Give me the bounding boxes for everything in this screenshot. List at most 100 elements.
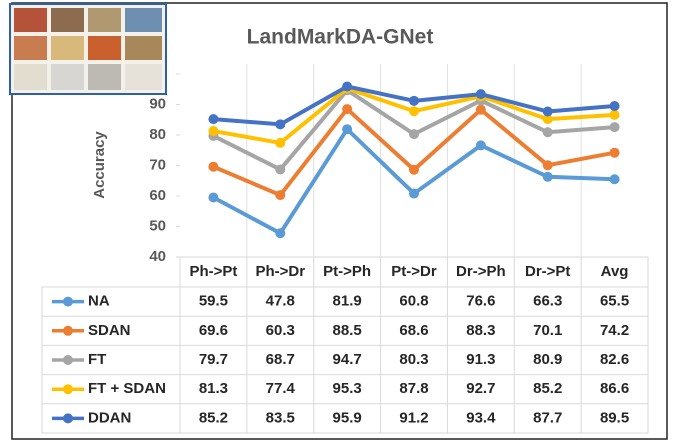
point (275, 138, 285, 148)
table-cell: 80.9 (533, 351, 562, 368)
table-cell: 88.5 (333, 322, 362, 339)
table-cell: 79.7 (199, 351, 228, 368)
thumb (51, 64, 84, 90)
thumb (125, 64, 162, 90)
thumb (88, 64, 121, 90)
legend-label: FT + SDAN (88, 380, 166, 397)
table-cell: 70.1 (533, 322, 562, 339)
point (543, 127, 553, 137)
table-cell: 65.5 (600, 293, 629, 310)
table-cell: 95.3 (333, 380, 362, 397)
legend-marker (63, 326, 73, 336)
table-cell: 59.5 (199, 293, 228, 310)
x-tick-label: Pt->Ph (323, 263, 371, 280)
legend-marker (63, 413, 73, 423)
legend-label: NA (88, 293, 110, 310)
table-cell: 80.3 (399, 351, 428, 368)
table-cell: 85.2 (533, 380, 562, 397)
y-tick-label: 70 (149, 156, 166, 173)
point (543, 107, 553, 117)
table-cell: 93.4 (466, 409, 496, 426)
point (208, 114, 218, 124)
table-cell: 81.3 (199, 380, 228, 397)
legend-label: SDAN (88, 322, 131, 339)
table-cell: 94.7 (333, 351, 362, 368)
table-cell: 89.5 (600, 409, 629, 426)
page: {"chart_data": {"type": "line", "title":… (0, 0, 678, 443)
point (409, 96, 419, 106)
y-axis-label: Accuracy (91, 131, 108, 199)
legend-marker (63, 384, 73, 394)
table-cell: 76.6 (466, 293, 495, 310)
table-cell: 83.5 (266, 409, 295, 426)
table-cell: 91.2 (399, 409, 428, 426)
point (476, 105, 486, 115)
table-cell: 60.3 (266, 322, 295, 339)
x-tick-label: Ph->Dr (255, 263, 305, 280)
table-cell: 88.3 (466, 322, 495, 339)
table-cell: 81.9 (333, 293, 362, 310)
x-tick-label: Pt->Dr (391, 263, 437, 280)
table-cell: 74.2 (600, 322, 629, 339)
point (275, 119, 285, 129)
point (208, 126, 218, 136)
y-tick-label: 60 (149, 187, 166, 204)
point (610, 110, 620, 120)
table-cell: 47.8 (266, 293, 295, 310)
table-cell: 68.6 (399, 322, 428, 339)
y-tick-label: 80 (149, 126, 166, 143)
legend-label: DDAN (88, 409, 131, 426)
point (610, 174, 620, 184)
table-cell: 91.3 (466, 351, 495, 368)
point (275, 164, 285, 174)
table-cell: 95.9 (333, 409, 362, 426)
point (543, 160, 553, 170)
legend-label: FT (88, 351, 106, 368)
thumb (14, 64, 47, 90)
point (610, 148, 620, 158)
table-cell: 68.7 (266, 351, 295, 368)
point (409, 189, 419, 199)
x-tick-label: Ph->Pt (189, 263, 237, 280)
point (342, 104, 352, 114)
point (610, 101, 620, 111)
chart: LandMarkDA-GNet Accuracy 405060708090100… (0, 0, 678, 443)
table-cell: 92.7 (466, 380, 495, 397)
point (208, 162, 218, 172)
y-tick-label: 50 (149, 217, 166, 234)
thumb (88, 36, 121, 60)
point (342, 82, 352, 92)
y-tick-label: 90 (149, 95, 166, 112)
point (543, 172, 553, 182)
table-cell: 60.8 (399, 293, 428, 310)
point (409, 106, 419, 116)
y-tick-label: 40 (149, 248, 166, 265)
table-cell: 87.8 (399, 380, 428, 397)
thumb (125, 36, 162, 60)
thumb (14, 8, 47, 32)
table-cell: 87.7 (533, 409, 562, 426)
point (409, 165, 419, 175)
point (476, 89, 486, 99)
thumb (125, 8, 162, 32)
legend-marker (63, 355, 73, 365)
point (610, 122, 620, 132)
point (409, 129, 419, 139)
table-cell: 77.4 (266, 380, 296, 397)
point (275, 190, 285, 200)
point (476, 140, 486, 150)
table-cell: 66.3 (533, 293, 562, 310)
thumbnail (10, 4, 166, 94)
chart-title: LandMarkDA-GNet (247, 26, 434, 49)
x-tick-label: Dr->Ph (456, 263, 506, 280)
thumb (51, 36, 84, 60)
point (275, 228, 285, 238)
point (342, 124, 352, 134)
table-cell: 86.6 (600, 380, 629, 397)
table-cell: 85.2 (199, 409, 228, 426)
thumb (51, 8, 84, 32)
table-cell: 69.6 (199, 322, 228, 339)
thumb (14, 36, 47, 60)
legend-marker (63, 297, 73, 307)
table-cell: 82.6 (600, 351, 629, 368)
